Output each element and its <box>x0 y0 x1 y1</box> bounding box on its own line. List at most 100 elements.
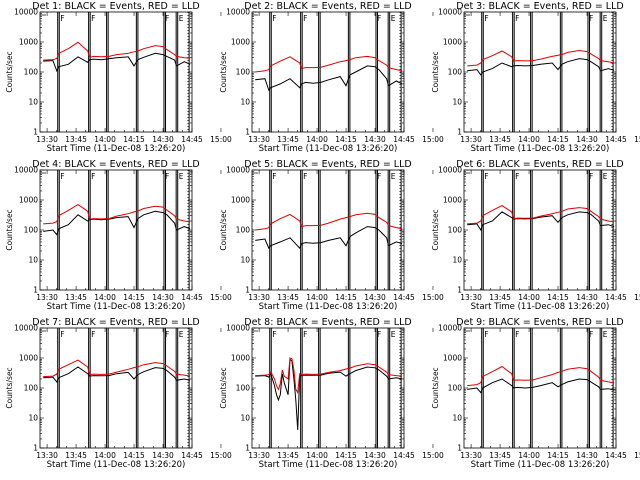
flag-letter: F <box>589 172 593 181</box>
flag-letter: F <box>377 330 381 339</box>
x-axis-label: Start Time (11-Dec-08 13:26:20) <box>47 302 186 312</box>
x-tick-label: 13:30 <box>36 293 58 302</box>
y-axis-label: Counts/sec <box>431 209 440 250</box>
plot-frame <box>39 169 193 291</box>
flag-letter: F <box>515 172 519 181</box>
y-tick-label: 1000 <box>231 354 250 363</box>
flag-letter: F <box>165 172 169 181</box>
x-tick-label: 14:00 <box>306 135 328 144</box>
y-tick-label: 1 <box>457 286 462 295</box>
y-tick-label: 1000 <box>19 38 38 47</box>
y-axis-label: Counts/sec <box>219 367 228 408</box>
events-series <box>43 366 191 383</box>
y-tick-label: 1000 <box>443 38 462 47</box>
y-tick-label: 100 <box>24 226 39 235</box>
y-tick-label: 10 <box>452 414 462 423</box>
y-tick-label: 10 <box>28 98 38 107</box>
x-tick-label: 14:15 <box>547 293 569 302</box>
panel-title: Det 7: BLACK = Events, RED = LLD <box>32 317 199 328</box>
x-tick-label: 14:15 <box>335 293 357 302</box>
flag-letter: E <box>391 14 396 23</box>
y-tick-label: 1 <box>33 128 38 137</box>
lld-series <box>255 212 403 231</box>
x-tick-label: 14:00 <box>306 293 328 302</box>
y-tick-label: 1000 <box>19 354 38 363</box>
y-tick-label: 1 <box>245 128 250 137</box>
x-tick-label: 13:45 <box>489 135 511 144</box>
x-tick-label: 15:00 <box>634 451 640 460</box>
panel-det-3: Det 3: BLACK = Events, RED = LLD 1 10 100 10… <box>431 1 640 154</box>
x-axis-label: Start Time (11-Dec-08 13:26:20) <box>259 302 398 312</box>
x-tick-label: 15:00 <box>422 135 444 144</box>
plot-frame <box>39 11 193 133</box>
y-tick-label: 10000 <box>226 8 250 17</box>
x-tick-label: 14:00 <box>94 293 116 302</box>
flag-letter: E <box>179 330 184 339</box>
x-axis-label: Start Time (11-Dec-08 13:26:20) <box>471 302 610 312</box>
x-tick-label: 14:00 <box>94 451 116 460</box>
events-series <box>467 58 615 76</box>
x-tick-label: 14:30 <box>576 293 598 302</box>
x-tick-label: 14:45 <box>181 135 203 144</box>
flag-letter: F <box>91 330 95 339</box>
x-tick-label: 13:45 <box>65 135 87 144</box>
flag-letter: F <box>377 14 381 23</box>
y-tick-label: 100 <box>448 68 463 77</box>
events-series <box>255 65 403 92</box>
flag-letter: F <box>91 172 95 181</box>
x-tick-label: 14:30 <box>152 451 174 460</box>
y-axis-label: Counts/sec <box>431 51 440 92</box>
x-tick-label: 14:15 <box>547 451 569 460</box>
y-tick-label: 100 <box>24 68 39 77</box>
flag-letter: E <box>603 172 608 181</box>
x-tick-label: 13:45 <box>277 451 299 460</box>
x-tick-label: 14:30 <box>364 451 386 460</box>
y-tick-label: 10 <box>452 98 462 107</box>
panel-title: Det 9: BLACK = Events, RED = LLD <box>456 317 623 328</box>
y-tick-label: 10 <box>240 414 250 423</box>
flag-letter: F <box>484 330 488 339</box>
y-tick-label: 10000 <box>226 324 250 333</box>
flag-letter: F <box>484 14 488 23</box>
y-tick-label: 1000 <box>443 354 462 363</box>
flag-letter: E <box>603 14 608 23</box>
y-tick-label: 1 <box>245 444 250 453</box>
x-tick-label: 15:00 <box>422 293 444 302</box>
panel-title: Det 8: BLACK = Events, RED = LLD <box>244 317 411 328</box>
y-axis-label: Counts/sec <box>5 51 14 92</box>
x-axis-label: Start Time (11-Dec-08 13:26:20) <box>259 144 398 154</box>
x-tick-label: 13:30 <box>248 451 270 460</box>
y-tick-label: 1 <box>33 286 38 295</box>
plot-frame <box>463 327 617 449</box>
y-tick-label: 100 <box>236 68 251 77</box>
panel-det-6: Det 6: BLACK = Events, RED = LLD 1 10 100 10… <box>431 159 640 312</box>
x-tick-label: 15:00 <box>210 451 232 460</box>
y-tick-label: 1000 <box>231 196 250 205</box>
flag-letter: E <box>179 14 184 23</box>
y-tick-label: 1000 <box>231 38 250 47</box>
x-tick-label: 14:15 <box>123 293 145 302</box>
x-tick-label: 14:45 <box>605 293 627 302</box>
y-tick-label: 10 <box>240 98 250 107</box>
x-tick-label: 15:00 <box>210 135 232 144</box>
x-tick-label: 13:30 <box>36 135 58 144</box>
flag-letter: F <box>91 14 95 23</box>
flag-letter: F <box>484 172 488 181</box>
lld-series <box>43 41 191 61</box>
x-axis-label: Start Time (11-Dec-08 13:26:20) <box>47 144 186 154</box>
y-tick-label: 100 <box>236 226 251 235</box>
x-tick-label: 15:00 <box>634 135 640 144</box>
events-series <box>43 52 191 73</box>
lld-series <box>255 55 403 73</box>
panel-det-8: Det 8: BLACK = Events, RED = LLD 1 10 100 10… <box>219 317 444 470</box>
x-tick-label: 13:30 <box>460 135 482 144</box>
x-tick-label: 14:00 <box>518 293 540 302</box>
x-tick-label: 14:30 <box>576 451 598 460</box>
x-tick-label: 14:45 <box>393 451 415 460</box>
x-tick-label: 14:30 <box>364 293 386 302</box>
x-tick-label: 15:00 <box>422 451 444 460</box>
flag-letter: F <box>272 172 276 181</box>
y-tick-label: 10000 <box>226 166 250 175</box>
events-series <box>43 210 191 236</box>
plot-frame <box>463 169 617 291</box>
